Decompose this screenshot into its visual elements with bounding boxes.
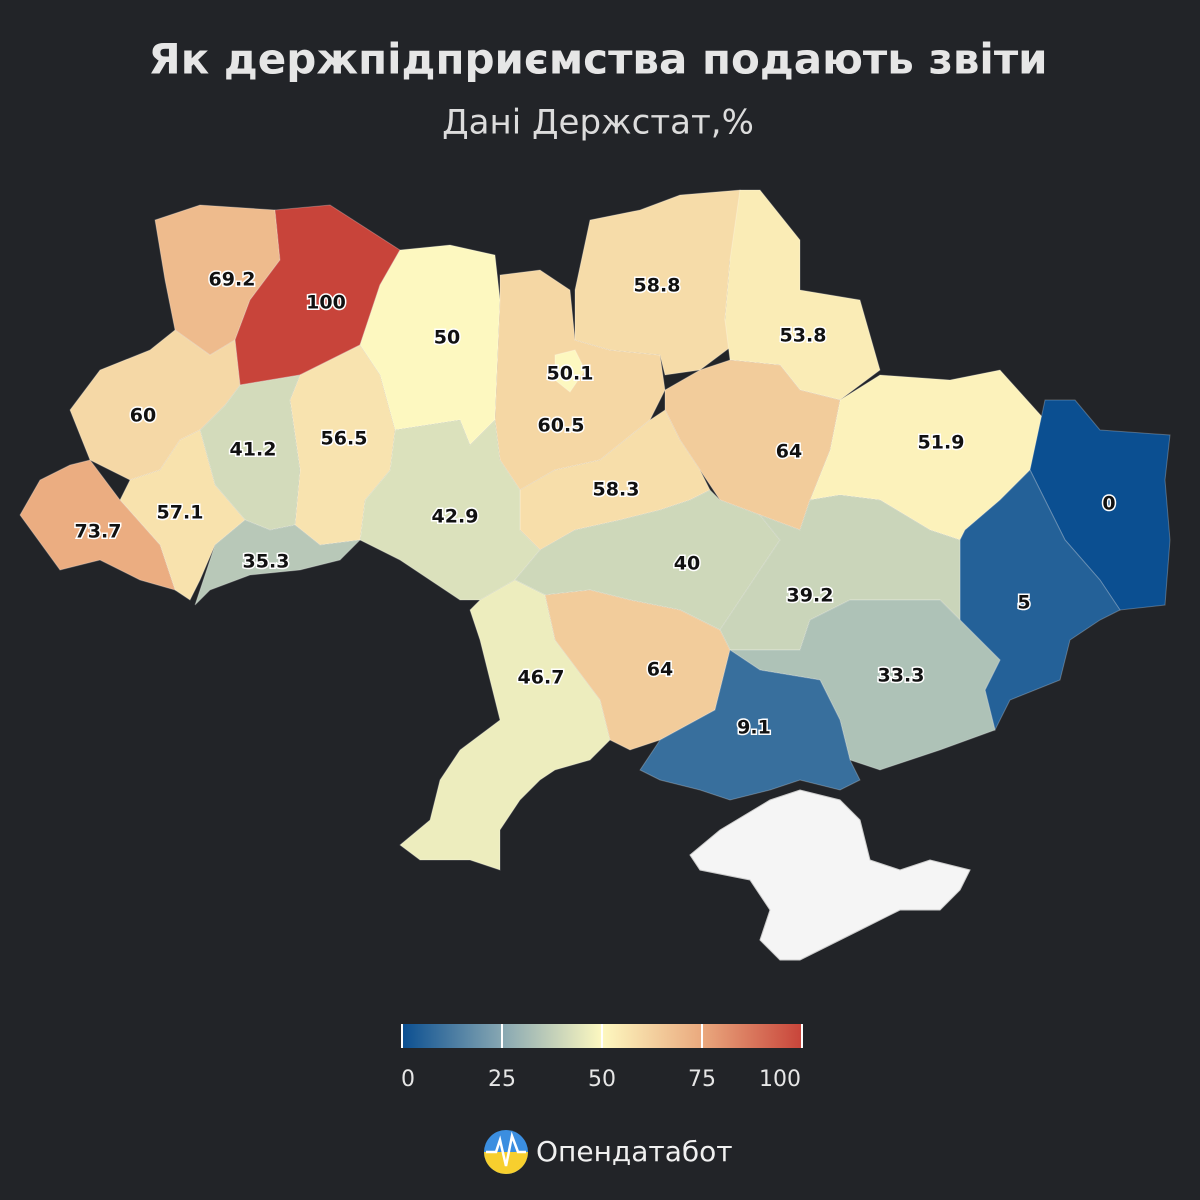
colorbar-tick-label: 75: [688, 1067, 716, 1092]
region-label: 40: [674, 553, 700, 575]
region-label: 53.8: [780, 325, 827, 347]
region-label: 5: [1017, 592, 1030, 614]
region-label: 64: [647, 659, 673, 681]
region-label: 58.8: [634, 275, 681, 297]
region-label: 58.3: [593, 479, 640, 501]
brand-name: Опендатабот: [536, 1135, 733, 1168]
region-label: 39.2: [787, 585, 834, 607]
regions: [19, 189, 1171, 871]
region-label: 42.9: [432, 506, 479, 528]
region-label: 64: [776, 441, 802, 463]
colorbar-tick-label: 0: [401, 1067, 415, 1092]
region-label: 51.9: [918, 432, 965, 454]
region: [119, 429, 246, 601]
region-label: 0: [1102, 493, 1115, 515]
region: [194, 519, 362, 606]
crimea: [689, 789, 971, 961]
brand-logo: [484, 1130, 528, 1174]
region: [959, 469, 1121, 732]
region-label: 60.5: [538, 415, 585, 437]
colorbar-tick-label: 50: [588, 1067, 616, 1092]
colorbar-tick-label: 25: [488, 1067, 516, 1092]
region: [639, 649, 861, 801]
region-label: 9.1: [737, 717, 771, 739]
title: Як держпідприємства подають звіти: [148, 35, 1047, 84]
region-label: 69.2: [209, 269, 256, 291]
region: [554, 349, 586, 393]
region-label: 33.3: [878, 665, 925, 687]
region-labels: 69.2 100 50 60.5 50.1 58.8 53.8 51.9 0 5 64 58.3 42.…: [73, 267, 1117, 740]
colorbar-tick-label: 100: [759, 1067, 801, 1092]
region-label: 100: [306, 292, 346, 314]
region-label: 46.7: [518, 667, 565, 689]
region-label: 50: [434, 327, 460, 349]
region-label: 35.3: [243, 551, 290, 573]
region-label: 73.7: [75, 521, 122, 543]
region-label: 41.2: [230, 439, 277, 461]
region-label: 56.5: [321, 428, 368, 450]
region: [399, 579, 611, 871]
region-label: 60: [130, 405, 156, 427]
region: [289, 344, 396, 546]
region: [19, 459, 176, 591]
colorbar-ticks: 0 25 50 75 100: [401, 1024, 803, 1092]
subtitle: Дані Держстат,%: [442, 103, 754, 143]
region-label: 50.1: [547, 363, 594, 385]
region-label: 57.1: [157, 502, 204, 524]
